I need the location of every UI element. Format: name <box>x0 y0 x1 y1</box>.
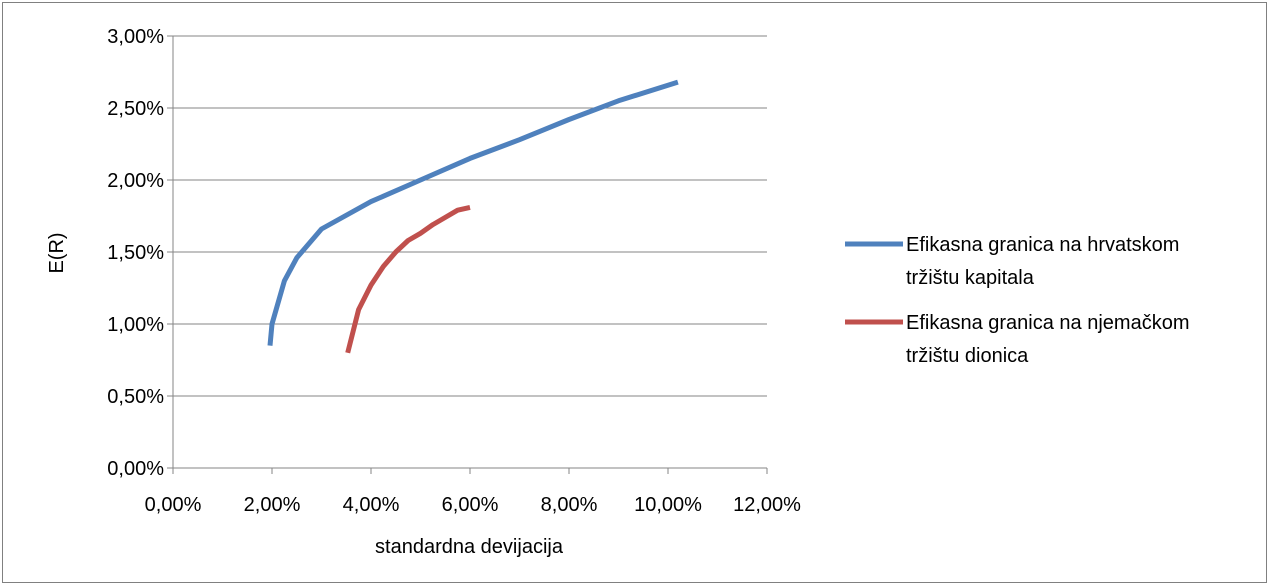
y-tick-label: 1,00% <box>107 314 164 336</box>
legend: Efikasna granica na hrvatskom tržištu ka… <box>845 234 1189 367</box>
axes <box>167 35 768 474</box>
y-tick-label: 2,00% <box>107 170 164 192</box>
x-tick-label: 4,00% <box>343 494 400 516</box>
y-tick-label: 0,00% <box>107 458 164 480</box>
series-line-de <box>345 204 471 354</box>
y-tick-label: 2,50% <box>107 98 164 120</box>
y-tick-label: 1,50% <box>107 242 164 264</box>
tick-labels: 0,00% 0,50% 1,00% 1,50% 2,00% 2,50% 3,00% 0,00%… <box>107 26 801 516</box>
legend-label-hr-line1: Efikasna granica na hrvatskom <box>906 234 1179 256</box>
y-tick-label: 3,00% <box>107 26 164 48</box>
x-tick-label: 10,00% <box>634 494 702 516</box>
legend-label-de-line1: Efikasna granica na njemačkom <box>906 312 1189 334</box>
series-line-hr <box>267 79 679 346</box>
legend-label-de-line2: tržištu dionica <box>906 345 1029 367</box>
y-axis-title: E(R) <box>46 232 68 273</box>
x-tick-label: 2,00% <box>244 494 301 516</box>
legend-label-hr-a: Efikasna granica na hrvatskom <box>906 234 1179 256</box>
x-tick-label: 0,00% <box>145 494 202 516</box>
x-tick-label: 6,00% <box>442 494 499 516</box>
grid-lines <box>173 35 767 397</box>
legend-label-de-a: Efikasna granica na njemačkom <box>906 312 1189 334</box>
y-tick-label: 0,50% <box>107 386 164 408</box>
legend-label-hr-b: tržištu kapitala <box>906 267 1035 289</box>
x-tick-label: 12,00% <box>733 494 801 516</box>
series-lines <box>267 79 679 354</box>
legend-label-de-b: tržištu dionica <box>906 345 1029 367</box>
x-tick-label: 8,00% <box>541 494 598 516</box>
legend-label-hr-line2: tržištu kapitala <box>906 267 1035 289</box>
x-axis-title: standardna devijacija <box>375 536 564 558</box>
